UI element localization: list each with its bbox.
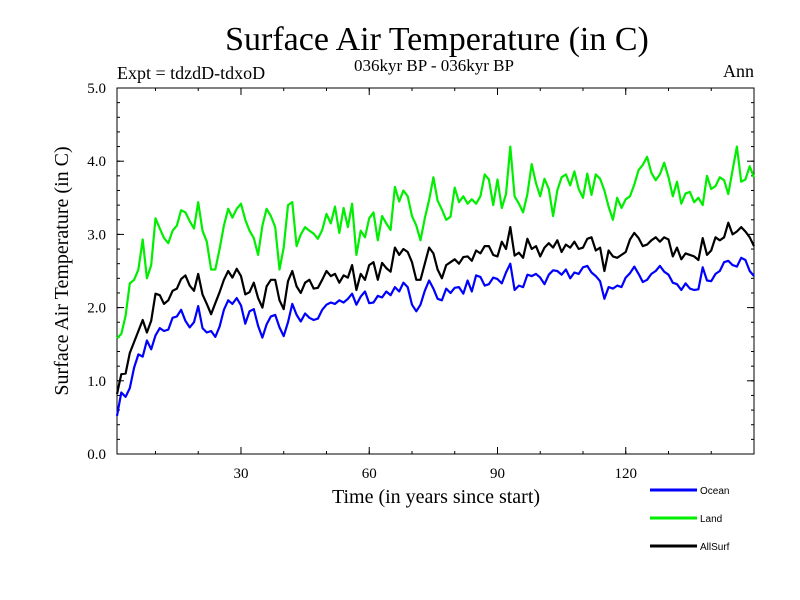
y-tick-label: 2.0 [87,301,106,317]
series-line-ocean [115,256,755,417]
x-tick-label: 60 [362,466,377,482]
legend-label-ocean: Ocean [700,486,729,497]
series-group [115,145,756,417]
legend-label-land: Land [700,514,722,525]
x-tick-label: 90 [490,466,505,482]
plot-frame [116,87,755,455]
y-tick-label: 0.0 [87,447,106,463]
y-tick-label: 4.0 [87,154,106,170]
legend: Ocean Land AllSurf [650,486,730,553]
chart-subtitle: 036kyr BP - 036kyr BP [354,56,514,75]
x-tick-label: 120 [614,466,637,482]
x-axis-label: Time (in years since start) [332,486,540,508]
experiment-label: Expt = tdzdD-tdxoD [117,63,265,83]
legend-label-allsurf: AllSurf [700,542,730,553]
y-tick-label: 3.0 [87,227,106,243]
chart-title: Surface Air Temperature (in C) [225,21,649,58]
y-tick-label: 1.0 [87,374,106,390]
series-line-allsurf [115,221,755,395]
x-tick-label: 30 [233,466,248,482]
y-tick-label: 5.0 [87,81,106,97]
y-axis-label: Surface Air Temperature (in C) [51,146,73,395]
axis-ticks: 0.0 1.0 2.0 3.0 4.0 5.0 30 60 90 120 [87,81,755,482]
season-label: Ann [723,61,754,81]
series-line-land [116,145,756,340]
